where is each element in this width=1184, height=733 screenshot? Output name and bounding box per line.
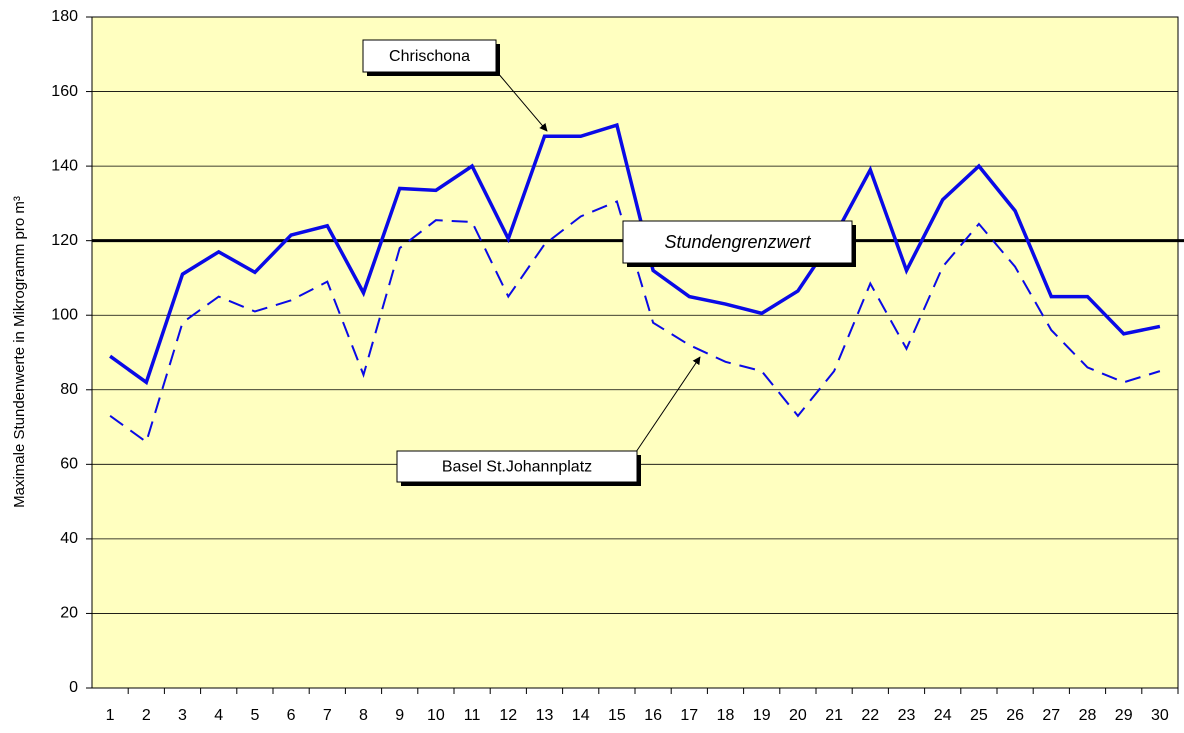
x-tick-label: 27 — [1042, 707, 1060, 724]
x-tick-label: 18 — [717, 707, 735, 724]
annotation-box — [622, 220, 853, 264]
y-axis-label: Maximale Stundenwerte in Mikrogramm pro … — [11, 196, 28, 508]
x-tick-label: 13 — [536, 707, 554, 724]
y-tick-label: 20 — [60, 605, 78, 622]
annotation-label: Basel St.Johannplatz — [442, 459, 592, 476]
x-tick-label: 16 — [644, 707, 662, 724]
x-tick-label: 21 — [825, 707, 843, 724]
x-tick-label: 1 — [106, 707, 115, 724]
x-tick-label: 30 — [1151, 707, 1169, 724]
y-tick-label: 40 — [60, 530, 78, 547]
annotation-label: Stundengrenzwert — [664, 232, 811, 252]
x-tick-label: 11 — [464, 707, 481, 724]
x-tick-label: 9 — [395, 707, 404, 724]
x-tick-label: 23 — [898, 707, 916, 724]
x-tick-label: 17 — [680, 707, 698, 724]
x-tick-label: 6 — [287, 707, 296, 724]
x-tick-label: 22 — [861, 707, 879, 724]
annotation-arrow — [635, 356, 701, 453]
x-tick-label: 12 — [499, 707, 517, 724]
annotation-label: Chrischona — [389, 48, 470, 65]
y-tick-label: 0 — [69, 679, 78, 696]
x-tick-label: 25 — [970, 707, 988, 724]
y-tick-label: 160 — [51, 83, 78, 100]
y-tick-label: 60 — [60, 456, 78, 473]
y-tick-label: 100 — [51, 306, 78, 323]
series-line — [109, 122, 1161, 386]
y-tick-label: 140 — [51, 157, 78, 174]
x-tick-label: 5 — [250, 707, 259, 724]
x-tick-label: 28 — [1079, 707, 1097, 724]
x-tick-label: 26 — [1006, 707, 1024, 724]
annotation-box — [362, 39, 497, 73]
x-tick-label: 20 — [789, 707, 807, 724]
plot-area — [91, 16, 1179, 689]
x-tick-label: 2 — [142, 707, 151, 724]
x-tick-label: 8 — [359, 707, 368, 724]
x-tick-label: 29 — [1115, 707, 1133, 724]
x-tick-label: 7 — [323, 707, 332, 724]
y-tick-label: 80 — [60, 381, 78, 398]
y-tick-label: 180 — [51, 8, 78, 25]
x-tick-label: 4 — [214, 707, 223, 724]
annotation-arrow — [496, 71, 548, 132]
x-tick-label: 14 — [572, 707, 590, 724]
x-tick-label: 3 — [178, 707, 187, 724]
x-tick-label: 15 — [608, 707, 626, 724]
x-tick-label: 19 — [753, 707, 771, 724]
annotation-box — [396, 450, 638, 483]
x-tick-label: 10 — [427, 707, 445, 724]
y-tick-label: 120 — [51, 232, 78, 249]
x-tick-label: 24 — [934, 707, 952, 724]
